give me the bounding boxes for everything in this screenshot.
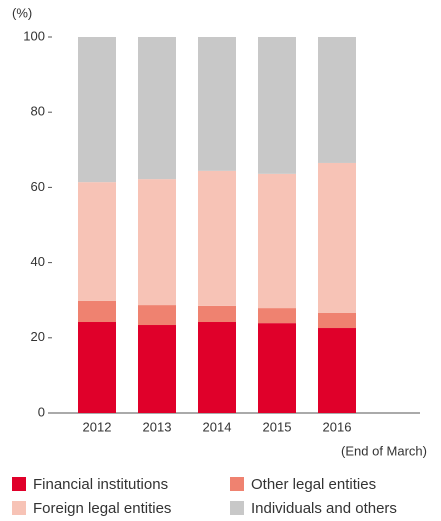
legend-swatch <box>12 501 26 515</box>
legend: Financial institutions Other legal entiti… <box>12 476 397 517</box>
y-tick-label: 100 <box>23 28 45 43</box>
bar-segment <box>258 308 296 324</box>
x-tick-label: 2012 <box>83 419 112 434</box>
bar-segment <box>258 37 296 174</box>
bar-segment <box>258 173 296 309</box>
y-tick-label: 40 <box>31 254 45 269</box>
y-tick-label: 80 <box>31 104 45 119</box>
bar-segment <box>138 305 176 326</box>
bar-segment <box>258 323 296 413</box>
bar-segment <box>198 322 236 413</box>
bar-segment <box>198 170 236 306</box>
bar-segment <box>318 328 356 413</box>
legend-swatch <box>230 501 244 515</box>
legend-swatch <box>12 477 26 491</box>
y-tick-label: 20 <box>31 329 45 344</box>
bar-segment <box>78 322 116 413</box>
bar-segment <box>138 179 176 306</box>
x-tick-label: 2014 <box>203 419 232 434</box>
bar-segment <box>78 37 116 183</box>
legend-label: Foreign legal entities <box>33 500 171 517</box>
bar-segment <box>138 325 176 413</box>
bar-segment <box>198 305 236 323</box>
note: (End of March) <box>341 443 427 458</box>
x-tick-label: 2015 <box>263 419 292 434</box>
legend-label: Individuals and others <box>251 500 397 517</box>
legend-label: Other legal entities <box>251 476 376 493</box>
bar-segment <box>78 182 116 301</box>
unit-label: (%) <box>12 5 32 20</box>
bar-segment <box>318 37 356 163</box>
legend-label: Financial institutions <box>33 476 168 493</box>
y-tick-label: 60 <box>31 179 45 194</box>
bar-segment <box>138 37 176 180</box>
y-tick-label: 0 <box>38 404 45 419</box>
x-tick-label: 2016 <box>323 419 352 434</box>
bar-segment <box>198 37 236 171</box>
x-tick-label: 2013 <box>143 419 172 434</box>
bar-segment <box>78 300 116 323</box>
bar-segment <box>318 162 356 313</box>
bar-segment <box>318 312 356 329</box>
legend-swatch <box>230 477 244 491</box>
